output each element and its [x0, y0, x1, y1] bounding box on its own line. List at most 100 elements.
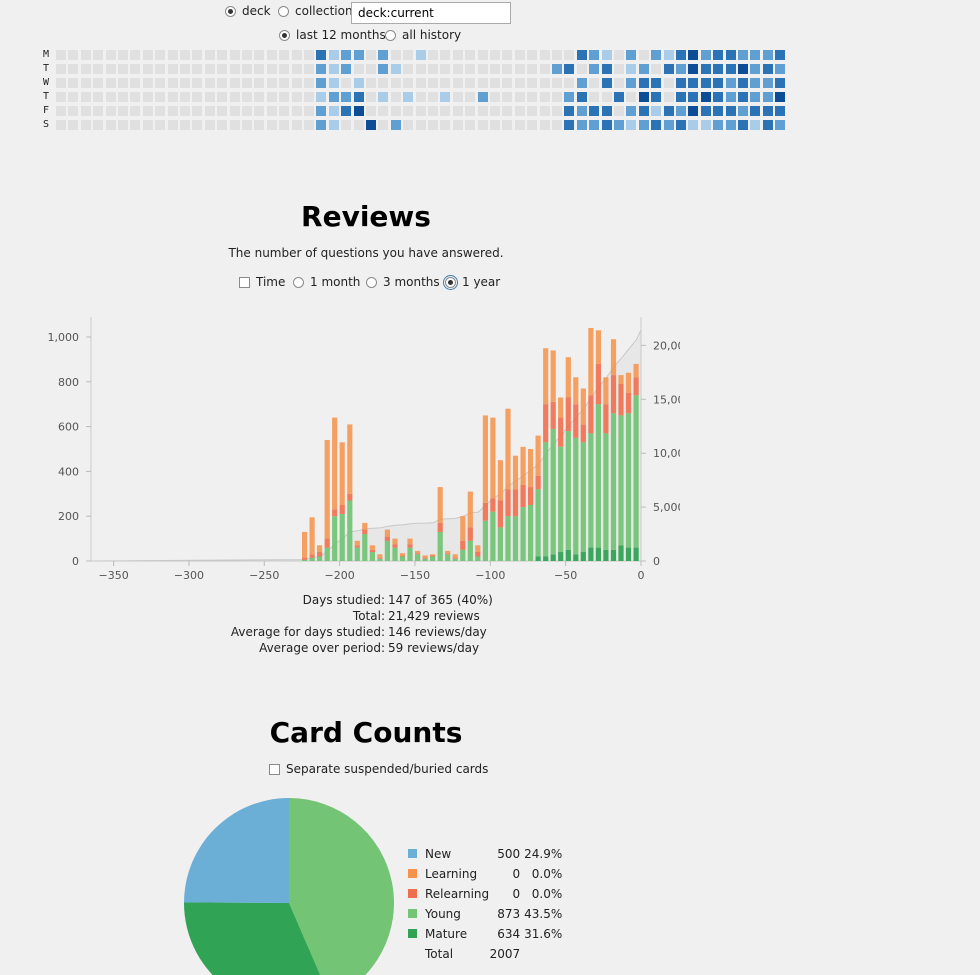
calendar-day-cell[interactable]	[428, 106, 438, 116]
calendar-day-cell[interactable]	[725, 92, 736, 102]
calendar-day-cell[interactable]	[440, 64, 451, 74]
calendar-day-cell[interactable]	[229, 50, 240, 60]
calendar-day-cell[interactable]	[440, 120, 451, 130]
calendar-day-cell[interactable]	[403, 92, 414, 102]
calendar-day-cell[interactable]	[415, 78, 426, 88]
calendar-day-cell[interactable]	[155, 64, 166, 74]
last-12-months-radio[interactable]	[279, 29, 290, 41]
calendar-day-cell[interactable]	[80, 50, 91, 60]
calendar-day-cell[interactable]	[713, 92, 724, 102]
time-checkbox[interactable]	[239, 276, 250, 288]
calendar-day-cell[interactable]	[56, 50, 66, 60]
calendar-day-cell[interactable]	[762, 78, 773, 88]
separate-suspended-option[interactable]: Separate suspended/buried cards	[269, 762, 488, 776]
calendar-day-cell[interactable]	[576, 92, 587, 102]
calendar-day-cell[interactable]	[378, 120, 389, 130]
calendar-day-cell[interactable]	[266, 106, 277, 116]
calendar-day-cell[interactable]	[514, 50, 525, 60]
calendar-day-cell[interactable]	[217, 78, 228, 88]
all-history-option[interactable]: all history	[385, 28, 461, 42]
calendar-day-cell[interactable]	[527, 120, 538, 130]
calendar-day-cell[interactable]	[192, 106, 203, 116]
calendar-day-cell[interactable]	[651, 106, 662, 116]
calendar-day-cell[interactable]	[663, 78, 674, 88]
calendar-day-cell[interactable]	[242, 120, 252, 130]
calendar-day-cell[interactable]	[576, 50, 587, 60]
calendar-day-cell[interactable]	[68, 50, 79, 60]
calendar-day-cell[interactable]	[676, 64, 686, 74]
calendar-day-cell[interactable]	[415, 106, 426, 116]
legend-row-young[interactable]: Young 873 43.5%	[408, 904, 562, 924]
calendar-day-cell[interactable]	[601, 78, 612, 88]
calendar-day-cell[interactable]	[254, 50, 265, 60]
calendar-day-cell[interactable]	[353, 50, 364, 60]
calendar-day-cell[interactable]	[341, 64, 352, 74]
calendar-day-cell[interactable]	[390, 50, 401, 60]
calendar-day-cell[interactable]	[229, 64, 240, 74]
calendar-day-cell[interactable]	[118, 92, 128, 102]
calendar-day-cell[interactable]	[564, 78, 575, 88]
calendar-day-cell[interactable]	[68, 120, 79, 130]
calendar-day-cell[interactable]	[539, 106, 550, 116]
deck-radio-option[interactable]: deck	[225, 4, 271, 18]
calendar-day-cell[interactable]	[651, 64, 662, 74]
calendar-day-cell[interactable]	[614, 92, 624, 102]
calendar-day-cell[interactable]	[700, 92, 711, 102]
calendar-day-cell[interactable]	[651, 120, 662, 130]
calendar-day-cell[interactable]	[440, 92, 451, 102]
calendar-day-cell[interactable]	[651, 50, 662, 60]
calendar-day-cell[interactable]	[564, 50, 575, 60]
calendar-day-cell[interactable]	[130, 92, 141, 102]
calendar-day-cell[interactable]	[142, 78, 153, 88]
calendar-day-cell[interactable]	[725, 106, 736, 116]
calendar-day-cell[interactable]	[601, 120, 612, 130]
calendar-day-cell[interactable]	[514, 120, 525, 130]
calendar-day-cell[interactable]	[328, 92, 339, 102]
calendar-day-cell[interactable]	[552, 78, 562, 88]
calendar-day-cell[interactable]	[552, 92, 562, 102]
calendar-day-cell[interactable]	[527, 78, 538, 88]
calendar-day-cell[interactable]	[204, 92, 215, 102]
calendar-day-cell[interactable]	[552, 120, 562, 130]
calendar-day-cell[interactable]	[465, 92, 476, 102]
calendar-day-cell[interactable]	[56, 120, 66, 130]
calendar-day-cell[interactable]	[254, 64, 265, 74]
calendar-day-cell[interactable]	[279, 78, 290, 88]
range-1-month-option[interactable]: 1 month	[293, 275, 360, 289]
calendar-day-cell[interactable]	[105, 120, 116, 130]
calendar-day-cell[interactable]	[341, 92, 352, 102]
calendar-day-cell[interactable]	[738, 50, 748, 60]
calendar-day-cell[interactable]	[663, 50, 674, 60]
calendar-day-cell[interactable]	[279, 50, 290, 60]
calendar-day-cell[interactable]	[601, 92, 612, 102]
calendar-day-cell[interactable]	[390, 106, 401, 116]
calendar-day-cell[interactable]	[626, 106, 637, 116]
calendar-day-cell[interactable]	[713, 120, 724, 130]
calendar-day-cell[interactable]	[304, 92, 314, 102]
calendar-day-cell[interactable]	[688, 120, 699, 130]
calendar-day-cell[interactable]	[762, 50, 773, 60]
calendar-day-cell[interactable]	[118, 50, 128, 60]
calendar-day-cell[interactable]	[440, 50, 451, 60]
calendar-day-cell[interactable]	[738, 92, 748, 102]
calendar-day-cell[interactable]	[552, 64, 562, 74]
calendar-day-cell[interactable]	[700, 106, 711, 116]
calendar-day-cell[interactable]	[638, 120, 649, 130]
calendar-day-cell[interactable]	[539, 120, 550, 130]
calendar-day-cell[interactable]	[626, 92, 637, 102]
calendar-day-cell[interactable]	[738, 78, 748, 88]
calendar-day-cell[interactable]	[242, 64, 252, 74]
calendar-day-cell[interactable]	[167, 64, 178, 74]
calendar-day-cell[interactable]	[502, 50, 513, 60]
calendar-day-cell[interactable]	[738, 64, 748, 74]
calendar-day-cell[interactable]	[415, 92, 426, 102]
calendar-day-cell[interactable]	[688, 106, 699, 116]
calendar-day-cell[interactable]	[204, 64, 215, 74]
calendar-day-cell[interactable]	[477, 78, 488, 88]
calendar-day-cell[interactable]	[180, 106, 190, 116]
calendar-day-cell[interactable]	[428, 120, 438, 130]
calendar-day-cell[interactable]	[564, 92, 575, 102]
calendar-day-cell[interactable]	[229, 78, 240, 88]
range-1-month-radio[interactable]	[293, 276, 304, 288]
calendar-day-cell[interactable]	[341, 78, 352, 88]
